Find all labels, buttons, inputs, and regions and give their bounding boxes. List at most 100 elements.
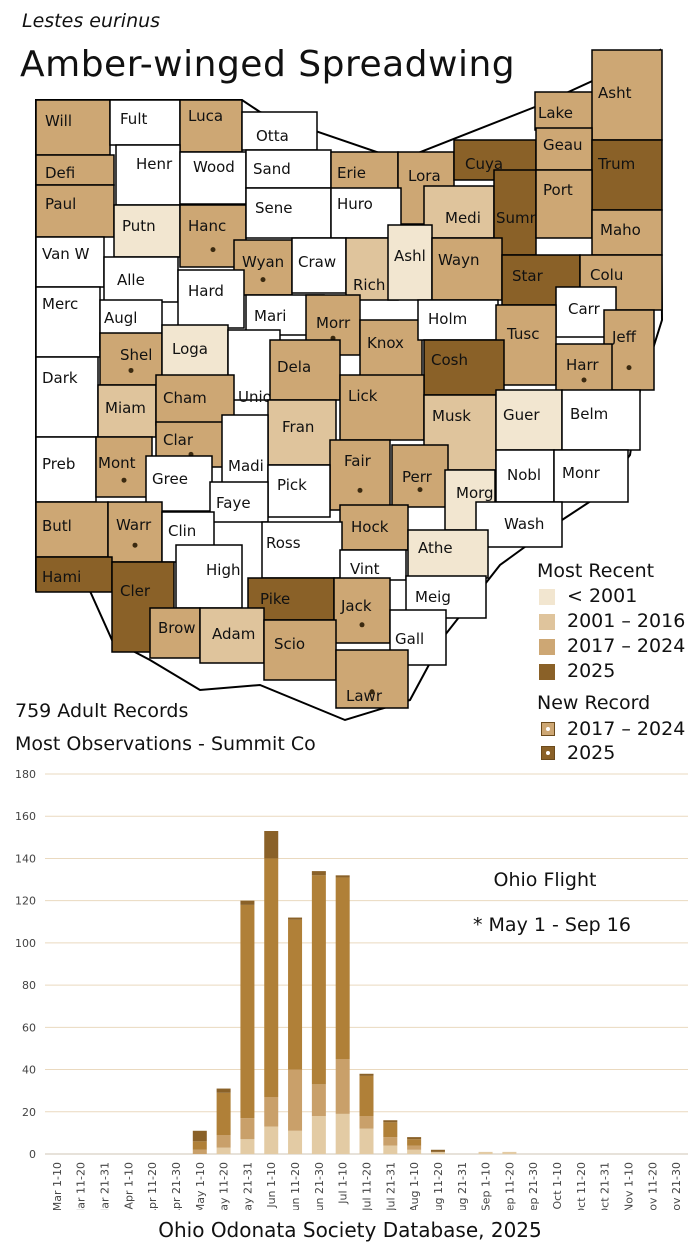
county-label: Wood bbox=[193, 158, 235, 176]
bar-segment bbox=[407, 1145, 422, 1150]
footer-credit: Ohio Odonata Society Database, 2025 bbox=[158, 1218, 542, 1242]
county-shape bbox=[209, 481, 269, 523]
bar-segment bbox=[335, 1113, 350, 1154]
county-shape bbox=[99, 332, 163, 386]
county-shape bbox=[329, 439, 391, 511]
x-tick-label: Jul 21-31 bbox=[384, 1162, 397, 1210]
county-label: Perr bbox=[402, 468, 433, 486]
county-wood: Wood bbox=[179, 151, 247, 205]
county-faye: Faye bbox=[209, 481, 269, 523]
y-tick-label: 40 bbox=[22, 1064, 36, 1077]
county-loga: Loga bbox=[161, 324, 229, 381]
county-lick: Lick bbox=[339, 374, 425, 441]
county-label: Jack bbox=[340, 597, 372, 615]
county-label: Colu bbox=[590, 266, 623, 284]
common-name-title: Amber-winged Spreadwing bbox=[20, 44, 516, 85]
county-port: Port bbox=[535, 169, 593, 239]
county-vint: Vint bbox=[339, 549, 407, 581]
legend-new-record-title: New Record bbox=[537, 692, 651, 714]
bar-segment bbox=[192, 1141, 207, 1150]
county-shape bbox=[553, 449, 629, 503]
county-pick: Pick bbox=[267, 464, 331, 518]
chart-title: Ohio Flight bbox=[494, 869, 597, 891]
county-luca: Luca bbox=[179, 99, 243, 153]
county-label: Lora bbox=[408, 167, 441, 185]
x-tick-label: Nov 21-30 bbox=[670, 1162, 683, 1210]
bar-segment bbox=[335, 875, 350, 878]
bar-segment bbox=[288, 1130, 303, 1154]
county-label: Wayn bbox=[438, 251, 479, 269]
bar-segment bbox=[383, 1145, 398, 1154]
bar-segment bbox=[502, 1151, 517, 1154]
county-shape bbox=[591, 139, 663, 211]
bar-segment bbox=[430, 1151, 445, 1154]
county-label: Huro bbox=[337, 195, 373, 213]
y-tick-label: 60 bbox=[22, 1021, 36, 1034]
county-geau: Geau bbox=[535, 127, 593, 171]
county-shel: Shel bbox=[99, 332, 163, 386]
county-shape bbox=[423, 185, 495, 239]
county-label: Gree bbox=[152, 470, 188, 488]
county-label: Erie bbox=[337, 164, 366, 182]
county-shape bbox=[115, 144, 181, 206]
x-tick-label: Aug 21-31 bbox=[456, 1162, 469, 1210]
county-label: Cuya bbox=[465, 155, 503, 173]
county-label: Preb bbox=[42, 455, 75, 473]
county-wayn: Wayn bbox=[431, 237, 503, 301]
county-putn: Putn bbox=[113, 204, 181, 258]
legend-label-2025: 2025 bbox=[567, 660, 616, 682]
county-sene: Sene bbox=[245, 187, 332, 239]
bar-segment bbox=[383, 1137, 398, 1146]
county-shape bbox=[423, 339, 505, 396]
y-tick-label: 0 bbox=[29, 1148, 36, 1161]
county-label: Dela bbox=[277, 358, 311, 376]
new-record-dot bbox=[546, 751, 550, 755]
bar-segment bbox=[216, 1147, 231, 1154]
x-tick-label: Jun 11-20 bbox=[289, 1162, 302, 1210]
county-medi: Medi bbox=[423, 185, 495, 239]
county-label: Wash bbox=[504, 515, 544, 533]
county-label: Unio bbox=[238, 388, 272, 406]
county-dark: Dark bbox=[35, 356, 99, 438]
county-label: Asht bbox=[598, 84, 632, 102]
legend-swatch-2001-2016 bbox=[539, 614, 555, 630]
y-tick-label: 80 bbox=[22, 979, 36, 992]
bar-segment bbox=[288, 919, 303, 1070]
x-tick-label: Apr 21-30 bbox=[170, 1162, 183, 1210]
county-label: Dark bbox=[42, 369, 78, 387]
county-label: Mari bbox=[254, 307, 286, 325]
county-wash: Wash bbox=[475, 501, 563, 548]
county-warr: Warr bbox=[107, 501, 163, 563]
county-label: Madi bbox=[228, 457, 264, 475]
x-tick-label: Aug 1-10 bbox=[408, 1162, 421, 1210]
legend-new-record-swatch-2017-2024 bbox=[541, 722, 555, 736]
x-tick-label: Oct 21-31 bbox=[599, 1162, 612, 1210]
county-perr: Perr bbox=[391, 444, 449, 508]
county-label: Wyan bbox=[242, 253, 284, 271]
bar-segment bbox=[264, 1097, 279, 1127]
bar-segment bbox=[240, 1118, 255, 1140]
county-shape bbox=[495, 304, 557, 386]
county-trum: Trum bbox=[591, 139, 663, 211]
county-shape bbox=[261, 521, 343, 579]
county-label: Meig bbox=[415, 588, 451, 606]
county-label: Vint bbox=[350, 560, 380, 578]
county-athe: Athe bbox=[407, 529, 489, 579]
county-label: Hanc bbox=[188, 217, 226, 235]
county-label: Mont bbox=[98, 454, 136, 472]
bar-segment bbox=[288, 1069, 303, 1131]
county-label: Maho bbox=[600, 221, 641, 239]
county-label: Craw bbox=[298, 253, 336, 271]
county-label: Faye bbox=[216, 494, 251, 512]
county-label: Putn bbox=[122, 217, 156, 235]
bar-segment bbox=[240, 1139, 255, 1154]
county-label: Adam bbox=[212, 625, 255, 643]
county-hanc: Hanc bbox=[179, 204, 247, 268]
county-label: Fult bbox=[120, 110, 147, 128]
x-tick-label: Jun 21-30 bbox=[313, 1162, 326, 1210]
county-label: Hard bbox=[188, 282, 224, 300]
county-dela: Dela bbox=[269, 339, 341, 401]
county-asht: Asht bbox=[591, 49, 663, 141]
y-tick-label: 120 bbox=[15, 895, 36, 908]
county-label: Musk bbox=[432, 407, 471, 425]
